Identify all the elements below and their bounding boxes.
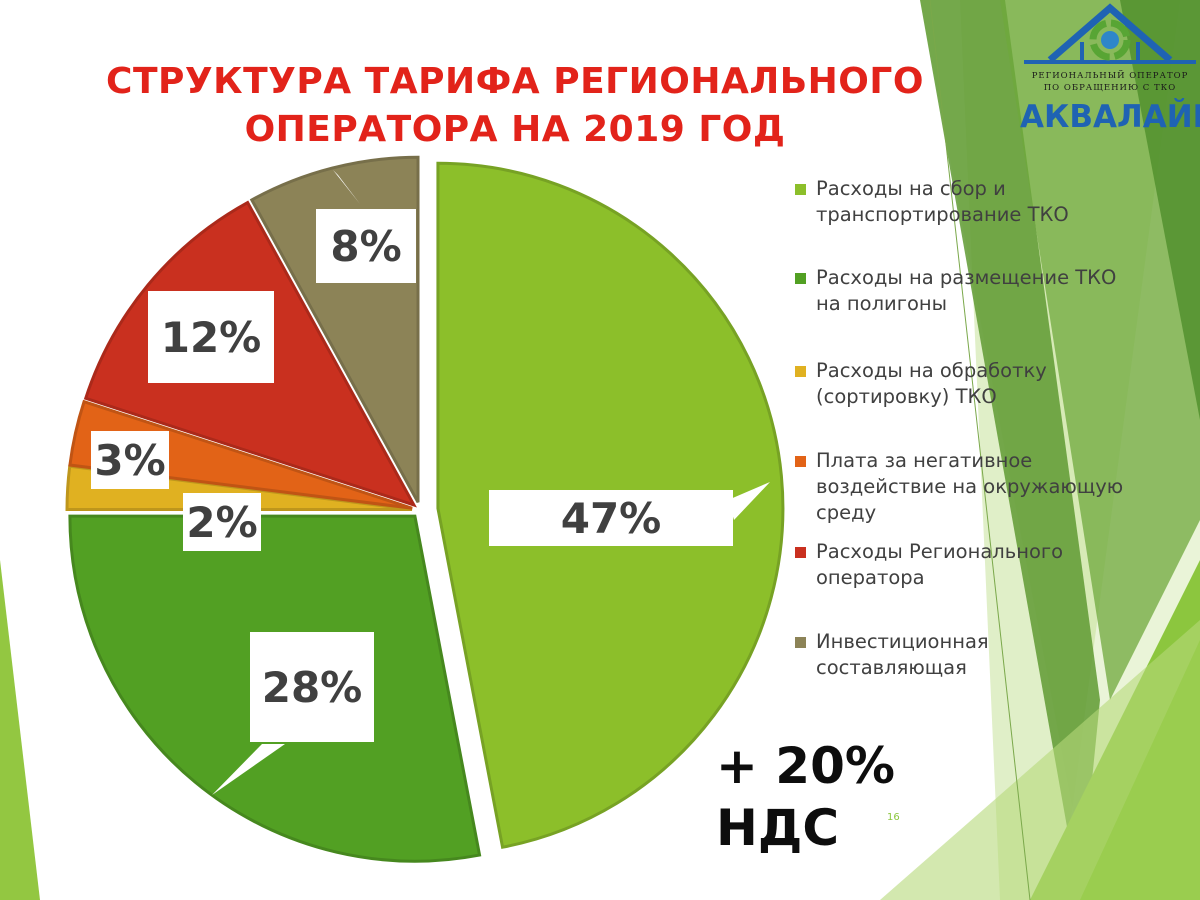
legend-swatch [795, 456, 806, 467]
label-box [148, 291, 274, 383]
label-box [183, 493, 261, 551]
legend-item: Расходы на размещение ТКО на полигоны [795, 265, 1145, 317]
callout-pointer [728, 482, 770, 520]
legend-label: Расходы на размещение ТКО на полигоны [816, 266, 1117, 315]
label-box [316, 209, 416, 283]
data-label-text: 12% [161, 313, 262, 362]
house-recycle-icon [1024, 3, 1196, 64]
callout-pointer [212, 744, 285, 795]
callout-pointer [333, 170, 360, 204]
logo-subtitle-line: ПО ОБРАЩЕНИЮ С ТКО [1043, 83, 1177, 93]
slide-title: СТРУКТУРА ТАРИФА РЕГИОНАЛЬНОГО ОПЕРАТОРА… [106, 61, 924, 150]
legend-item: Инвестиционная составляющая [795, 629, 1145, 681]
legend-label: Инвестиционная составляющая [816, 630, 989, 679]
legend-item: Расходы Регионального оператора [795, 539, 1145, 591]
data-label: 2% [183, 493, 261, 551]
legend-swatch [795, 273, 806, 284]
company-logo: РЕГИОНАЛЬНЫЙ ОПЕРАТОР ПО ОБРАЩЕНИЮ С ТКО… [1020, 2, 1200, 142]
data-label-text: 47% [561, 494, 662, 543]
legend-swatch [795, 184, 806, 195]
label-box [250, 632, 374, 742]
legend-label: Расходы на обработку (сортировку) ТКО [816, 359, 1047, 408]
logo-subtitle-line: РЕГИОНАЛЬНЫЙ ОПЕРАТОР [1031, 71, 1189, 81]
data-label-text: 8% [330, 222, 401, 271]
legend-item: Расходы на сбор и транспортирование ТКО [795, 176, 1145, 228]
data-label-text: 2% [186, 498, 257, 547]
vat-note: + 20% НДС [716, 737, 895, 857]
data-label: 28% [212, 632, 374, 795]
legend-label: Плата за негативное воздействие на окруж… [816, 449, 1124, 524]
data-label: 12% [148, 291, 274, 383]
legend-swatch [795, 547, 806, 558]
data-label: 47% [489, 482, 770, 546]
page-number: 16 [887, 812, 900, 823]
label-box [91, 431, 169, 489]
data-label: 3% [91, 431, 169, 489]
data-label-text: 3% [94, 436, 165, 485]
data-label-text: 28% [262, 663, 363, 712]
legend-swatch [795, 637, 806, 648]
legend-item: Расходы на обработку (сортировку) ТКО [795, 358, 1145, 410]
label-box [489, 490, 733, 546]
legend-swatch [795, 366, 806, 377]
logo-name: АКВАЛАЙН [1020, 99, 1200, 135]
logo-subtitle: РЕГИОНАЛЬНЫЙ ОПЕРАТОР ПО ОБРАЩЕНИЮ С ТКО [1020, 70, 1200, 94]
data-label: 8% [316, 170, 416, 283]
legend-item: Плата за негативное воздействие на окруж… [795, 448, 1145, 526]
legend-label: Расходы Регионального оператора [816, 540, 1064, 589]
legend-label: Расходы на сбор и транспортирование ТКО [816, 177, 1069, 226]
pie-slice [68, 399, 413, 510]
